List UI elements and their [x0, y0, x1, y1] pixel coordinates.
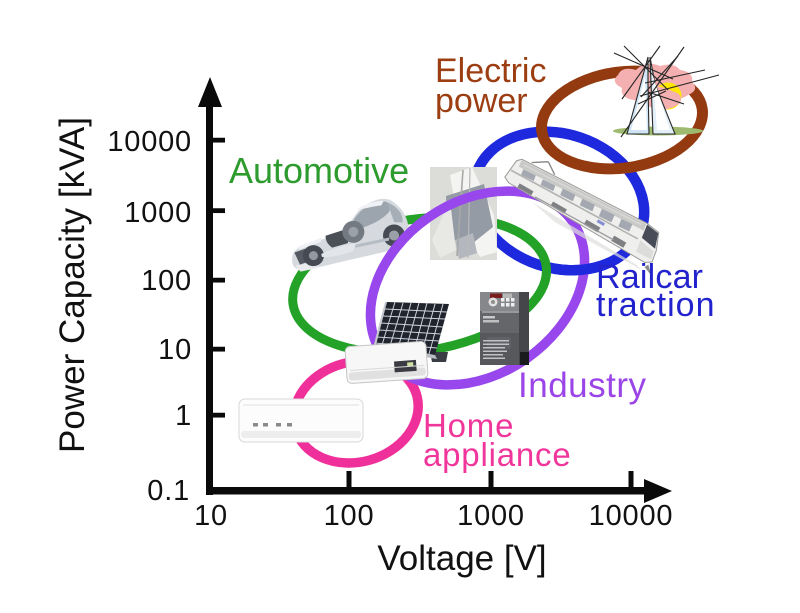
svg-text:10: 10: [158, 334, 192, 366]
svg-text:Home: Home: [423, 407, 514, 444]
svg-text:Voltage [V]: Voltage [V]: [377, 539, 546, 578]
svg-text:Industry: Industry: [518, 366, 647, 405]
svg-text:power: power: [435, 82, 528, 120]
svg-text:traction: traction: [596, 286, 716, 324]
svg-text:10: 10: [194, 500, 228, 532]
svg-text:10000: 10000: [589, 500, 674, 532]
svg-text:Railcar: Railcar: [596, 258, 703, 296]
svg-text:Power Capacity [kVA]: Power Capacity [kVA]: [53, 117, 92, 453]
svg-text:10000: 10000: [107, 126, 192, 158]
svg-text:Electric: Electric: [435, 52, 546, 90]
svg-text:1000: 1000: [124, 197, 192, 229]
svg-text:Automotive: Automotive: [229, 150, 409, 191]
svg-text:1: 1: [175, 400, 192, 432]
svg-text:100: 100: [324, 500, 375, 532]
svg-text:0.1: 0.1: [147, 475, 190, 507]
svg-text:1000: 1000: [457, 500, 525, 532]
svg-text:appliance: appliance: [423, 436, 571, 473]
svg-text:100: 100: [141, 265, 192, 297]
